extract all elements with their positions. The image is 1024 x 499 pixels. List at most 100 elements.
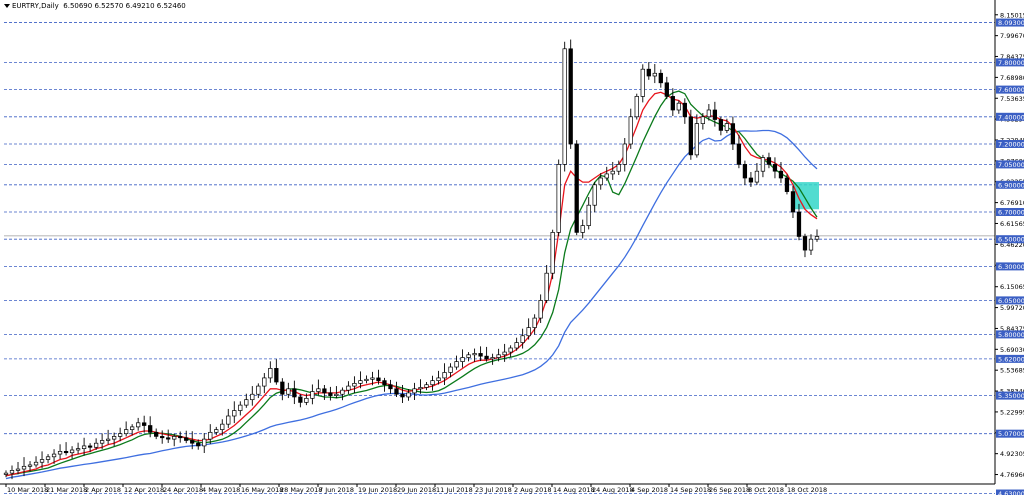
candle-body[interactable] — [442, 372, 447, 379]
candle-body[interactable] — [778, 170, 784, 179]
candle-body[interactable] — [664, 82, 669, 97]
candle-body[interactable] — [286, 388, 291, 395]
candle-body[interactable] — [430, 380, 435, 386]
candle-body[interactable] — [802, 236, 808, 251]
candle-body[interactable] — [676, 102, 681, 111]
candle-body[interactable] — [712, 109, 718, 120]
candle-body[interactable] — [484, 355, 489, 360]
candle-body[interactable] — [93, 442, 99, 448]
candle-body[interactable] — [328, 392, 333, 396]
candle-body[interactable] — [69, 449, 75, 454]
candle-body[interactable] — [208, 431, 213, 440]
symbol-dropdown-icon[interactable] — [4, 4, 10, 8]
candle-body[interactable] — [502, 351, 507, 356]
candle-body[interactable] — [412, 388, 417, 394]
candle-body[interactable] — [256, 385, 261, 395]
candle-body[interactable] — [718, 119, 724, 131]
candle-body[interactable] — [154, 431, 159, 437]
candle-body[interactable] — [148, 425, 153, 433]
candle-body[interactable] — [688, 116, 693, 156]
candle-body[interactable] — [322, 388, 327, 394]
candle-body[interactable] — [628, 116, 633, 145]
candle-body[interactable] — [136, 422, 141, 428]
candle-body[interactable] — [382, 380, 387, 386]
candle-body[interactable] — [496, 354, 501, 358]
candle-body[interactable] — [27, 464, 33, 467]
candle-body[interactable] — [196, 442, 201, 447]
candle-body[interactable] — [544, 272, 549, 301]
candle-body[interactable] — [406, 392, 411, 398]
candle-body[interactable] — [508, 347, 513, 353]
candle-body[interactable] — [532, 317, 537, 328]
candle-body[interactable] — [388, 384, 393, 390]
candle-body[interactable] — [105, 438, 111, 441]
candle-body[interactable] — [250, 393, 255, 401]
candle-body[interactable] — [724, 123, 730, 131]
candle-body[interactable] — [63, 451, 69, 454]
candle-body[interactable] — [622, 143, 627, 165]
candle-body[interactable] — [772, 164, 778, 172]
candle-body[interactable] — [478, 353, 483, 357]
candle-body[interactable] — [790, 191, 796, 213]
ma-fast-line[interactable] — [5, 91, 818, 477]
candle-body[interactable] — [796, 211, 802, 237]
candle-body[interactable] — [454, 361, 459, 368]
candle-body[interactable] — [706, 109, 712, 118]
candle-body[interactable] — [268, 368, 273, 379]
candle-body[interactable] — [730, 123, 736, 145]
candle-body[interactable] — [682, 102, 687, 118]
candle-body[interactable] — [232, 410, 237, 417]
candle-body[interactable] — [514, 342, 519, 349]
candle-body[interactable] — [652, 72, 657, 77]
candle-body[interactable] — [400, 393, 405, 398]
candle-body[interactable] — [202, 438, 207, 447]
candle-body[interactable] — [526, 327, 531, 337]
candle-body[interactable] — [634, 96, 639, 118]
candle-body[interactable] — [15, 468, 21, 471]
candle-body[interactable] — [124, 429, 129, 435]
candle-body[interactable] — [610, 170, 615, 175]
candle-body[interactable] — [142, 422, 147, 426]
candle-body[interactable] — [130, 426, 135, 430]
candle-body[interactable] — [448, 366, 453, 373]
candle-body[interactable] — [3, 472, 9, 475]
candle-body[interactable] — [304, 397, 309, 403]
candle-body[interactable] — [700, 116, 705, 124]
candle-body[interactable] — [592, 184, 597, 206]
candle-body[interactable] — [178, 436, 183, 439]
candle-body[interactable] — [45, 456, 51, 460]
candle-body[interactable] — [39, 459, 45, 463]
candle-body[interactable] — [57, 451, 63, 455]
candle-body[interactable] — [640, 68, 645, 97]
candle-body[interactable] — [262, 377, 267, 387]
candle-body[interactable] — [460, 357, 465, 362]
candle-body[interactable] — [370, 377, 375, 380]
candle-body[interactable] — [118, 433, 123, 437]
candle-body[interactable] — [160, 436, 165, 439]
candle-body[interactable] — [616, 164, 621, 172]
candle-body[interactable] — [646, 68, 651, 77]
candle-body[interactable] — [280, 381, 285, 395]
candle-body[interactable] — [766, 157, 772, 165]
candle-body[interactable] — [556, 164, 561, 233]
candle-body[interactable] — [310, 391, 315, 399]
candle-body[interactable] — [244, 399, 249, 406]
candle-body[interactable] — [784, 177, 790, 192]
candle-body[interactable] — [87, 445, 93, 448]
candle-body[interactable] — [550, 232, 555, 274]
candle-body[interactable] — [562, 48, 567, 165]
candle-body[interactable] — [394, 388, 399, 395]
candle-body[interactable] — [81, 445, 87, 449]
candle-body[interactable] — [99, 440, 105, 444]
candle-body[interactable] — [220, 423, 225, 430]
candle-body[interactable] — [21, 465, 27, 470]
candle-body[interactable] — [742, 164, 748, 179]
candle-body[interactable] — [808, 238, 814, 251]
candle-body[interactable] — [75, 448, 81, 451]
candle-body[interactable] — [568, 48, 573, 145]
candle-body[interactable] — [436, 377, 441, 381]
candle-body[interactable] — [694, 123, 699, 156]
candle-body[interactable] — [670, 96, 675, 111]
candle-body[interactable] — [598, 177, 603, 186]
